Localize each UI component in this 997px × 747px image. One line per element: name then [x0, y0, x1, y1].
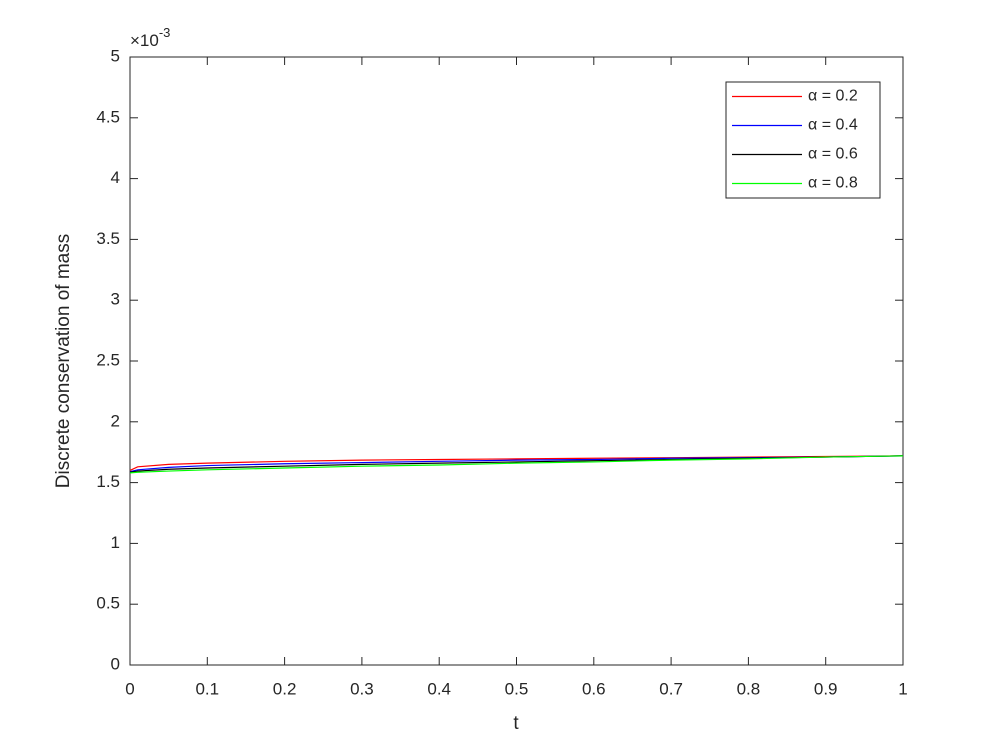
y-tick-label: 4.5: [96, 107, 120, 126]
legend-label: α = 0.2: [808, 88, 858, 105]
x-tick-label: 0.3: [350, 679, 374, 698]
series-line: [129, 455, 904, 473]
x-tick-label: 0.8: [737, 679, 761, 698]
y-multiplier-exponent: -3: [159, 25, 171, 40]
y-multiplier: ×10-3: [130, 25, 170, 50]
y-tick-label: 0.5: [96, 594, 120, 613]
legend-box: [725, 81, 881, 199]
x-tick-label: 0.6: [582, 679, 606, 698]
legend-label: α = 0.6: [808, 146, 858, 163]
x-tick-label: 0.2: [273, 679, 297, 698]
series-line: [129, 455, 904, 473]
x-tick-label: 0.1: [195, 679, 219, 698]
series-line: [129, 455, 904, 474]
y-tick-label: 5: [111, 46, 120, 65]
y-tick-label: 2.5: [96, 350, 120, 369]
y-axis-label: Discrete conservation of mass: [53, 234, 74, 489]
series-line: [129, 455, 904, 471]
y-tick-label: 1.5: [96, 472, 120, 491]
x-tick-label: 0: [125, 679, 134, 698]
legend-label: α = 0.8: [808, 175, 858, 192]
x-axis-label: t: [513, 713, 519, 734]
y-tick-label: 4: [111, 168, 120, 187]
x-tick-label: 0.5: [505, 679, 529, 698]
y-tick-label: 3.5: [96, 229, 120, 248]
y-tick-label: 0: [111, 654, 120, 673]
y-multiplier-base: ×10: [130, 31, 159, 50]
x-tick-label: 0.7: [659, 679, 683, 698]
y-tick-label: 3: [111, 290, 120, 309]
legend-label: α = 0.4: [808, 117, 858, 134]
x-tick-label: 0.4: [427, 679, 451, 698]
y-tick-label: 1: [111, 533, 120, 552]
y-tick-label: 2: [111, 411, 120, 430]
x-tick-label: 1: [898, 679, 907, 698]
x-tick-label: 0.9: [814, 679, 838, 698]
